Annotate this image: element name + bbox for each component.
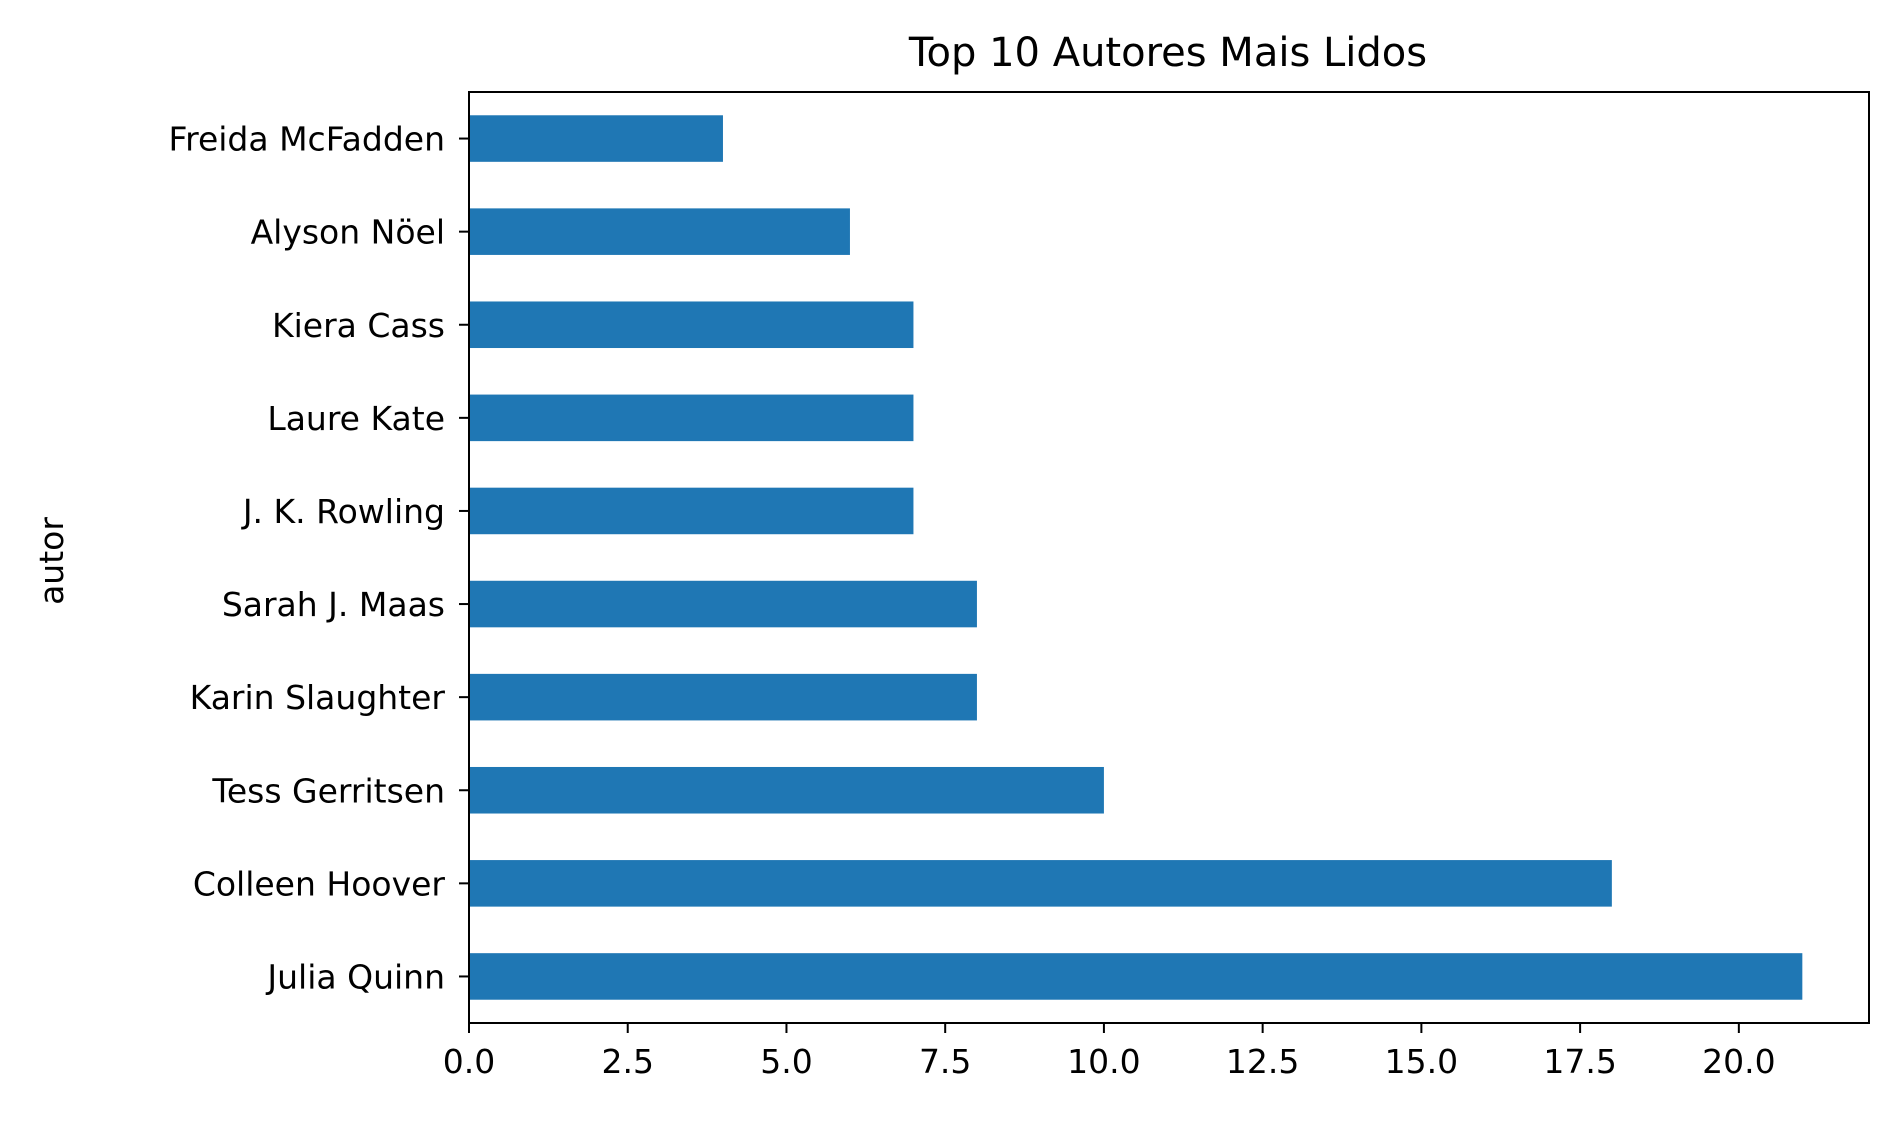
- bar: [469, 860, 1612, 907]
- chart-title: Top 10 Autores Mais Lidos: [908, 30, 1427, 76]
- plot-frame: [468, 91, 1870, 1024]
- y-tick-label: J. K. Rowling: [241, 492, 445, 531]
- y-tick-label: Colleen Hoover: [193, 864, 446, 903]
- y-tick-label: Tess Gerritsen: [211, 771, 445, 810]
- x-tick-label: 15.0: [1385, 1042, 1458, 1081]
- bar: [469, 487, 914, 535]
- bar: [469, 208, 850, 255]
- y-tick-label: Laure Kate: [267, 399, 445, 438]
- bar: [469, 301, 914, 349]
- y-tick-label: Julia Quinn: [265, 957, 445, 996]
- x-tick-label: 7.5: [919, 1042, 971, 1081]
- bar: [469, 673, 977, 721]
- bar: [469, 953, 1803, 1000]
- x-tick-label: 17.5: [1543, 1042, 1616, 1081]
- x-tick-label: 12.5: [1226, 1042, 1299, 1081]
- y-axis-label: autor: [32, 517, 71, 605]
- bar: [469, 580, 977, 628]
- bar: [469, 115, 723, 162]
- x-tick-label: 0.0: [443, 1042, 495, 1081]
- y-tick-label: Kiera Cass: [272, 306, 445, 345]
- x-tick-label: 5.0: [760, 1042, 812, 1081]
- bar: [469, 766, 1104, 814]
- y-tick-label: Sarah J. Maas: [222, 585, 445, 624]
- y-tick-label: Alyson Nöel: [251, 213, 445, 252]
- y-ticks-group: Freida McFadden Alyson Nöel Kiera Cass Laur…: [169, 120, 469, 996]
- bar: [469, 394, 914, 442]
- x-tick-label: 2.5: [601, 1042, 653, 1081]
- x-tick-label: 10.0: [1067, 1042, 1140, 1081]
- x-tick-label: 20.0: [1702, 1042, 1775, 1081]
- y-tick-label: Freida McFadden: [169, 120, 445, 159]
- bars-group: [469, 115, 1803, 1000]
- y-tick-label: Karin Slaughter: [190, 678, 446, 717]
- x-ticks-group: 0.0 2.5 5.0 7.5 10.0 12.5 15.0 17.5 20.0: [443, 1023, 1776, 1081]
